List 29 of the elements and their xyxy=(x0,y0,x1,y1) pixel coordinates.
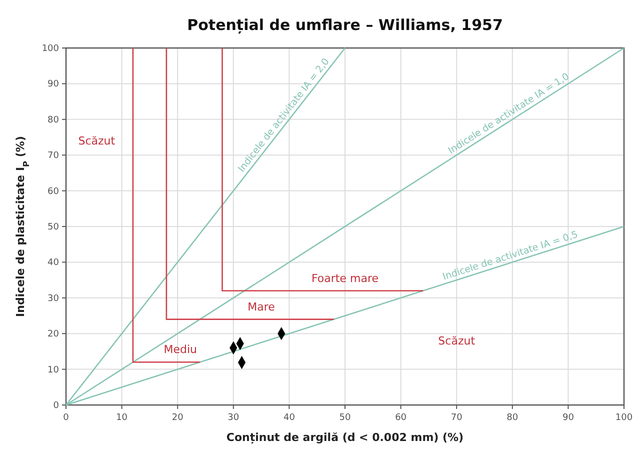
y-tick-label: 60 xyxy=(48,186,60,197)
x-axis-title: Conținut de argilă (d < 0.002 mm) (%) xyxy=(226,431,464,444)
y-tick-label: 40 xyxy=(48,258,60,268)
x-tick-label: 30 xyxy=(228,413,240,423)
y-tick-label: 100 xyxy=(42,44,60,54)
annotation: Scăzut xyxy=(78,134,116,148)
y-tick-label: 70 xyxy=(48,151,60,162)
x-tick-label: 100 xyxy=(615,413,633,423)
x-tick-label: 40 xyxy=(283,413,296,423)
y-tick-label: 0 xyxy=(53,401,60,411)
annotation: Scăzut xyxy=(438,334,476,348)
y-tick-label: 80 xyxy=(48,115,60,126)
y-tick-label: 10 xyxy=(48,365,60,376)
annotation: Mare xyxy=(248,300,276,314)
x-tick-label: 80 xyxy=(506,413,518,423)
x-tick-label: 0 xyxy=(63,413,70,423)
x-tick-label: 50 xyxy=(339,413,351,423)
annotation: Mediu xyxy=(164,343,198,356)
x-tick-label: 60 xyxy=(395,413,407,423)
x-tick-label: 10 xyxy=(116,413,128,423)
y-tick-label: 90 xyxy=(48,80,60,90)
chart-title: Potențial de umflare – Williams, 1957 xyxy=(187,16,503,34)
annotation: Foarte mare xyxy=(311,272,379,285)
y-tick-label: 50 xyxy=(48,222,60,232)
y-tick-label: 30 xyxy=(48,294,60,304)
y-tick-label: 20 xyxy=(48,330,60,340)
x-tick-label: 20 xyxy=(172,413,184,423)
x-tick-label: 70 xyxy=(450,413,463,423)
x-tick-label: 90 xyxy=(562,413,574,423)
